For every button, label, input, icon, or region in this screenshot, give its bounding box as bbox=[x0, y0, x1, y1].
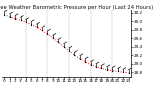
Title: Milwaukee Weather Barometric Pressure per Hour (Last 24 Hours): Milwaukee Weather Barometric Pressure pe… bbox=[0, 5, 154, 10]
